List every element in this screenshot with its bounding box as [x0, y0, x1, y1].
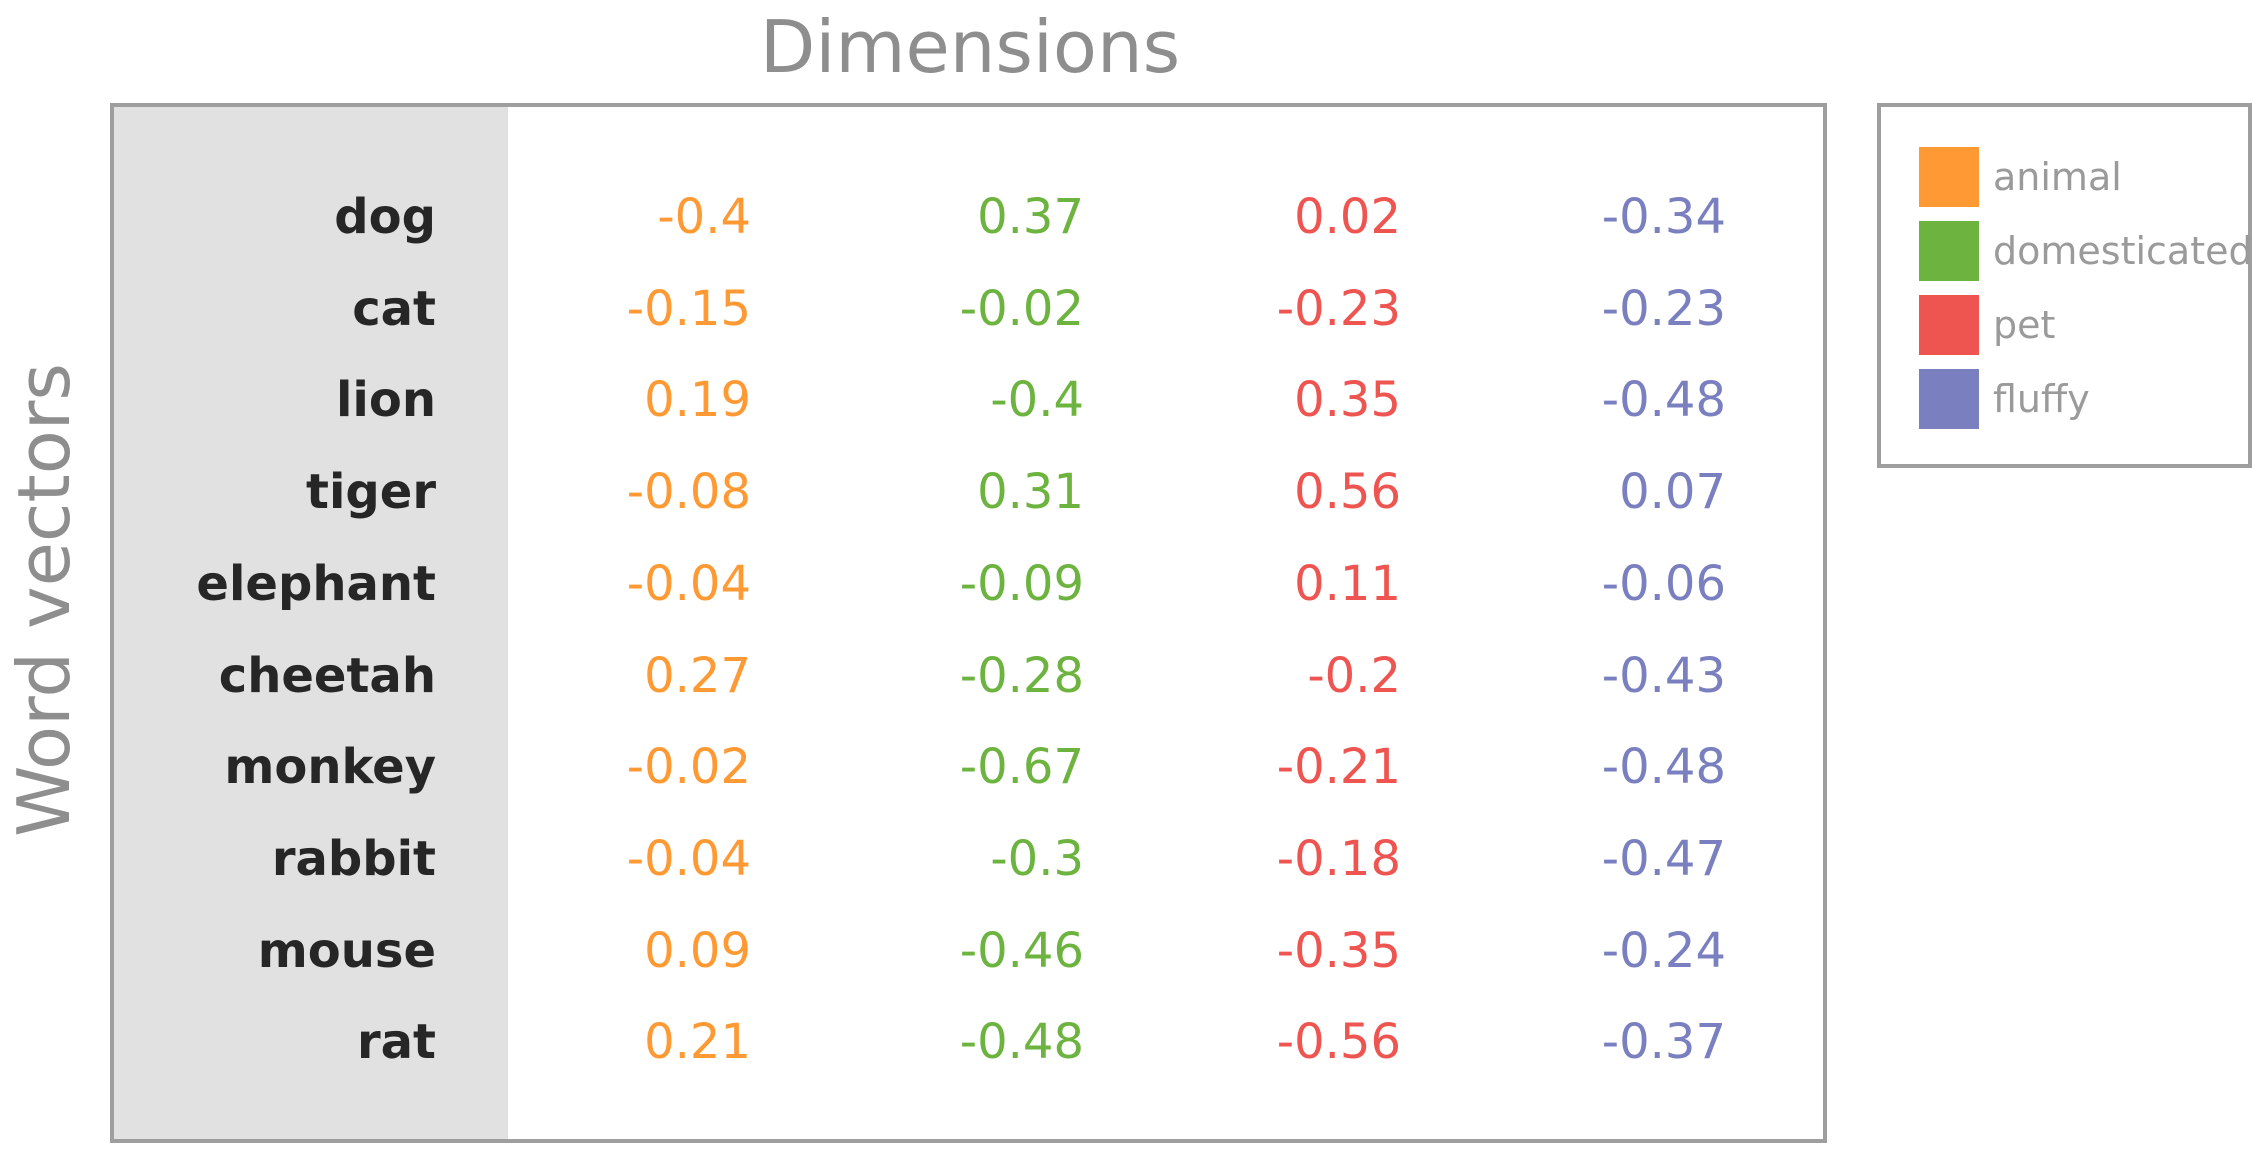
cell-mouse-animal: 0.09 [644, 922, 751, 979]
cell-monkey-domesticated: -0.67 [959, 739, 1084, 796]
cell-dog-pet: 0.02 [1294, 189, 1401, 245]
cell-rat-domesticated: -0.48 [959, 1014, 1084, 1071]
cell-cheetah-fluffy: -0.43 [1601, 647, 1726, 704]
cell-dog-animal: -0.4 [657, 189, 751, 245]
cell-rabbit-domesticated: -0.3 [990, 830, 1084, 887]
cell-elephant-pet: 0.11 [1294, 555, 1401, 612]
legend-label-domesticated: domesticated [1993, 229, 2252, 273]
cell-tiger-animal: -0.08 [626, 464, 751, 521]
cell-cheetah-domesticated: -0.28 [959, 647, 1084, 704]
cell-elephant-animal: -0.04 [626, 555, 751, 612]
cell-cat-domesticated: -0.02 [959, 280, 1084, 337]
cell-rabbit-animal: -0.04 [626, 830, 751, 887]
legend-swatch-pet [1919, 295, 1979, 355]
cell-elephant-domesticated: -0.09 [959, 555, 1084, 612]
row-label-column: dog cat lion tiger elephant cheetah monkey rabb… [114, 107, 508, 1139]
cell-monkey-pet: -0.21 [1276, 739, 1401, 796]
legend-item-domesticated: domesticated [1919, 221, 2252, 281]
cell-monkey-animal: -0.02 [626, 739, 751, 796]
cell-rabbit-fluffy: -0.47 [1601, 830, 1726, 887]
legend-swatch-fluffy [1919, 369, 1979, 429]
cell-cheetah-pet: -0.2 [1307, 647, 1401, 704]
legend-swatch-animal [1919, 147, 1979, 207]
cell-dog-fluffy: -0.34 [1601, 189, 1726, 245]
cell-rat-animal: 0.21 [644, 1014, 751, 1071]
cell-mouse-pet: -0.35 [1276, 922, 1401, 979]
legend-item-animal: animal [1919, 147, 2249, 207]
legend-label-pet: pet [1993, 303, 2056, 347]
cell-monkey-fluffy: -0.48 [1601, 739, 1726, 796]
legend-swatch-domesticated [1919, 221, 1979, 281]
cell-lion-domesticated: -0.4 [990, 372, 1084, 429]
row-label-dog: dog [334, 189, 436, 245]
cell-dog-domesticated: 0.37 [977, 189, 1084, 245]
legend-label-fluffy: fluffy [1993, 377, 2090, 421]
cell-cat-animal: -0.15 [626, 280, 751, 337]
cell-cat-pet: -0.23 [1276, 280, 1401, 337]
y-axis-label: Word vectors [2, 363, 86, 837]
cell-lion-pet: 0.35 [1294, 372, 1401, 429]
row-label-cat: cat [352, 280, 436, 337]
legend-item-pet: pet [1919, 295, 2249, 355]
cell-lion-fluffy: -0.48 [1601, 372, 1726, 429]
table-frame: dog cat lion tiger elephant cheetah monkey rabb… [110, 103, 1827, 1143]
cell-rat-pet: -0.56 [1276, 1014, 1401, 1071]
cell-tiger-domesticated: 0.31 [977, 464, 1084, 521]
row-label-lion: lion [335, 372, 436, 429]
chart-title: Dimensions [759, 5, 1181, 89]
legend: animal domesticated pet fluffy [1877, 103, 2252, 468]
legend-label-animal: animal [1993, 155, 2122, 199]
legend-item-fluffy: fluffy [1919, 369, 2249, 429]
cell-rat-fluffy: -0.37 [1601, 1014, 1726, 1071]
row-label-tiger: tiger [306, 464, 436, 521]
row-label-rat: rat [356, 1014, 436, 1071]
cell-rabbit-pet: -0.18 [1276, 830, 1401, 887]
cell-cheetah-animal: 0.27 [644, 647, 751, 704]
cell-elephant-fluffy: -0.06 [1601, 555, 1726, 612]
row-label-mouse: mouse [257, 922, 436, 979]
cell-cat-fluffy: -0.23 [1601, 280, 1726, 337]
row-label-monkey: monkey [224, 739, 436, 796]
cell-mouse-domesticated: -0.46 [959, 922, 1084, 979]
cell-tiger-fluffy: 0.07 [1619, 464, 1726, 521]
cell-mouse-fluffy: -0.24 [1601, 922, 1726, 979]
row-label-elephant: elephant [196, 555, 436, 612]
row-label-cheetah: cheetah [218, 647, 436, 704]
cell-lion-animal: 0.19 [644, 372, 751, 429]
y-axis-label-container: Word vectors [2, 363, 86, 837]
row-label-rabbit: rabbit [271, 830, 436, 887]
cell-tiger-pet: 0.56 [1294, 464, 1401, 521]
